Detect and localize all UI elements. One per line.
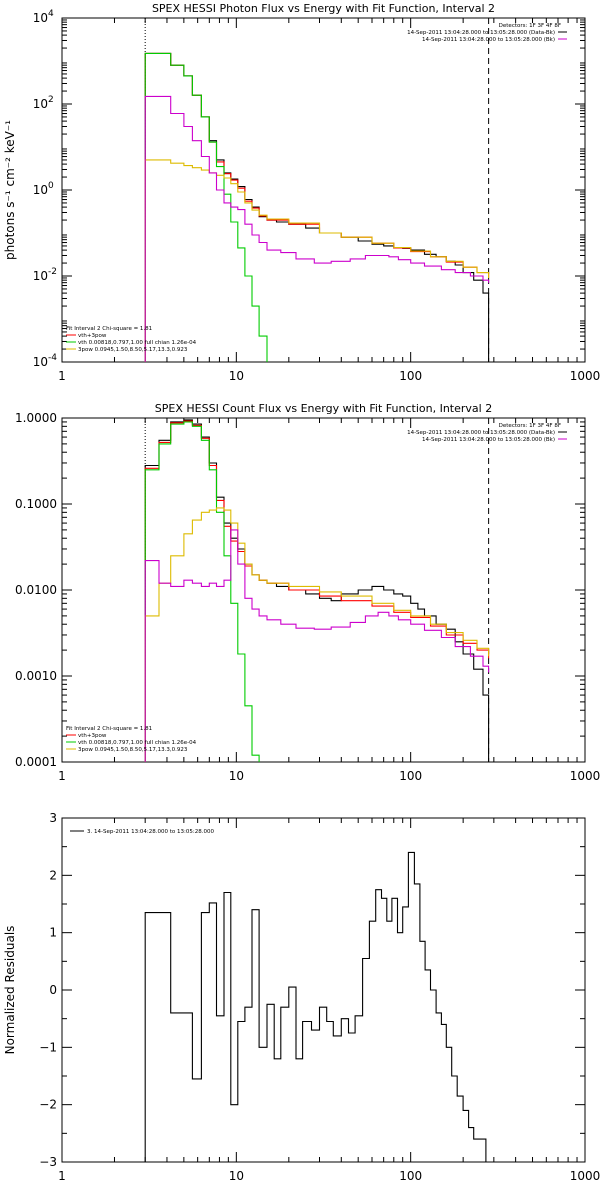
chart-title: SPEX HESSI Photon Flux vs Energy with Fi… xyxy=(152,2,495,15)
x-tick-label: 10 xyxy=(229,769,244,783)
y-tick-label: 10 xyxy=(33,355,48,369)
legend-top-entry: 14-Sep-2011 13:04:28.000 to 13:05:28.000… xyxy=(407,30,555,36)
y-tick-label: 0 xyxy=(49,983,57,997)
y-tick-label: 0.0010 xyxy=(15,669,57,683)
y-tick-label: 0.1000 xyxy=(15,497,57,511)
y-tick-label: 10 xyxy=(33,11,48,25)
legend-bottom-entry: vth 0.00818,0.797,1.00 full chian 1.26e-… xyxy=(78,740,197,746)
x-tick-label: 1000 xyxy=(570,1169,600,1183)
legend-bottom-entry: 3pow 0.0945,1.50,8.50,5.17,13.3,0.923 xyxy=(78,347,188,353)
legend-top-entry: Detectors: 1F 3F 4F 8F xyxy=(499,23,561,29)
y-tick-label: 0.0100 xyxy=(15,583,57,597)
x-tick-label: 10 xyxy=(229,1169,244,1183)
x-tick-label: 1000 xyxy=(570,369,600,383)
legend-bottom-entry: Fit Interval 2 Chi-square = 1.81 xyxy=(66,726,152,732)
legend-top-entry: 14-Sep-2011 13:04:28.000 to 13:05:28.000… xyxy=(407,430,555,436)
legend-bottom-entry: vth+3pow xyxy=(78,733,107,739)
legend-bottom-entry: vth+3pow xyxy=(78,333,107,339)
y-tick-exponent: -2 xyxy=(48,267,57,277)
y-tick-label: −1 xyxy=(39,1040,57,1054)
photon-flux-panel: SPEX HESSI Photon Flux vs Energy with Fi… xyxy=(3,2,600,383)
legend-top-entry: 14-Sep-2011 13:04:28.000 to 13:05:28.000… xyxy=(422,437,555,443)
y-tick-label: 10 xyxy=(33,269,48,283)
y-tick-label: 1 xyxy=(49,926,57,940)
x-tick-label: 1 xyxy=(58,369,66,383)
series-line-2 xyxy=(144,421,260,762)
count-flux-panel: SPEX HESSI Count Flux vs Energy with Fit… xyxy=(15,402,600,783)
series-line-4 xyxy=(144,529,490,762)
legend-bottom-entry: 3pow 0.0945,1.50,8.50,5.17,13.3,0.923 xyxy=(78,747,188,753)
y-axis-label: Normalized Residuals xyxy=(3,926,17,1055)
y-tick-label: 10 xyxy=(33,97,48,111)
y-tick-exponent: 0 xyxy=(48,181,54,191)
y-tick-label: 0.0001 xyxy=(15,755,57,769)
series-line-2 xyxy=(144,52,268,362)
x-tick-label: 1 xyxy=(58,769,66,783)
y-tick-label: 10 xyxy=(33,183,48,197)
series-line-3 xyxy=(144,507,490,762)
series-line-4 xyxy=(144,95,490,362)
residual-legend-label: 3. 14-Sep-2011 13:04:28.000 to 13:05:28.… xyxy=(87,829,214,835)
y-tick-exponent: -4 xyxy=(48,353,57,363)
y-tick-label: 2 xyxy=(49,868,57,882)
x-tick-label: 100 xyxy=(399,1169,422,1183)
y-tick-exponent: 2 xyxy=(48,95,54,105)
y-tick-label: 3 xyxy=(49,811,57,825)
x-tick-label: 100 xyxy=(399,769,422,783)
series-line-3 xyxy=(144,159,490,362)
chart-title: SPEX HESSI Count Flux vs Energy with Fit… xyxy=(155,402,492,415)
x-tick-label: 100 xyxy=(399,369,422,383)
legend-top-entry: Detectors: 1F 3F 4F 8F xyxy=(499,423,561,429)
y-tick-label: −3 xyxy=(39,1155,57,1169)
series-line-0 xyxy=(144,851,489,1163)
y-tick-label: 1.0000 xyxy=(15,411,57,425)
y-tick-exponent: 4 xyxy=(48,9,54,19)
legend-top-entry: 14-Sep-2011 13:04:28.000 to 13:05:28.000… xyxy=(422,37,555,43)
legend-bottom-entry: vth 0.00818,0.797,1.00 full chian 1.26e-… xyxy=(78,340,197,346)
legend-bottom-entry: Fit Interval 2 Chi-square = 1.81 xyxy=(66,326,152,332)
y-axis-label: photons s⁻¹ cm⁻² keV⁻¹ xyxy=(3,120,17,260)
x-tick-label: 1 xyxy=(58,1169,66,1183)
x-tick-label: 1000 xyxy=(570,769,600,783)
residuals-panel: 1 10 100 1000 −3 −2 −1 0 1 2 3 Normalized Residuals… xyxy=(3,811,600,1183)
x-tick-label: 10 xyxy=(229,369,244,383)
y-tick-label: −2 xyxy=(39,1098,57,1112)
